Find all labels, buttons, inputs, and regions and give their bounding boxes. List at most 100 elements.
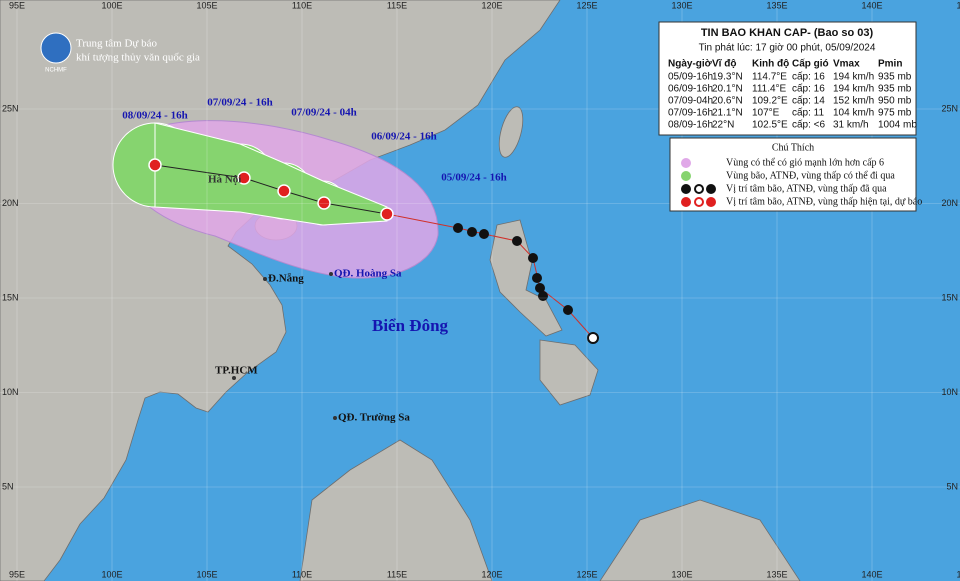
lon-label: 95E: [9, 569, 25, 579]
info-box: TIN BAO KHAN CAP- (Bao so 03) Tin phát l…: [658, 21, 917, 212]
legend-swatch: [694, 197, 704, 207]
legend-swatch: [706, 197, 716, 207]
cell: 06/09-16h: [668, 84, 713, 95]
cell: 107°E: [752, 108, 780, 119]
lat-label: 20N: [941, 198, 958, 208]
lon-label: 120E: [481, 569, 502, 579]
info-title: TIN BAO KHAN CAP- (Bao so 03): [701, 27, 874, 39]
cell: 114.7°E: [752, 72, 787, 83]
lon-label: 95E: [9, 0, 25, 10]
labels: 08/09/24 - 16h 07/09/24 - 16h 07/09/24 - 0…: [122, 97, 506, 424]
place-dot: [232, 376, 236, 380]
place-dot: [329, 272, 333, 276]
cell: cấp: <6: [792, 119, 826, 131]
past-center: [532, 273, 542, 283]
place-name: Biển Đông: [372, 316, 449, 335]
place-dot: [263, 277, 267, 281]
lon-label: 135E: [766, 0, 787, 10]
forecast-time: 07/09/24 - 04h: [291, 107, 356, 119]
cell: 935 mb: [878, 84, 912, 95]
lon-label: 125E: [576, 569, 597, 579]
past-center: [453, 223, 463, 233]
lon-label: 145E: [956, 0, 960, 10]
lat-label: 5N: [946, 481, 958, 491]
past-center: [563, 305, 573, 315]
place-name: Đ.Nẵng: [268, 273, 304, 285]
legend-item: Vị trí tâm bão, ATNĐ, vùng thấp hiện tại…: [726, 196, 922, 207]
forecast-center: [317, 196, 331, 210]
lat-label: 20N: [2, 198, 19, 208]
place-dot: [333, 416, 337, 420]
cell: cấp: 16: [792, 83, 825, 95]
cell: 20.1°N: [712, 84, 743, 95]
cell: 104 km/h: [833, 108, 874, 119]
lon-label: 130E: [671, 0, 692, 10]
cell: 152 km/h: [833, 96, 874, 107]
lon-label: 100E: [101, 569, 122, 579]
lon-label: 110E: [292, 569, 312, 579]
legend-swatch: [706, 184, 716, 194]
lon-label: 125E: [576, 0, 597, 10]
legend-swatch: [681, 197, 691, 207]
track-symbols: [148, 158, 599, 344]
place-name: QĐ. Trường Sa: [338, 412, 410, 424]
lat-label: 25N: [941, 103, 958, 113]
org-name: khí tượng thủy văn quốc gia: [76, 52, 200, 64]
issued: Tin phát lúc: 17 giờ 00 phút, 05/09/2024: [699, 43, 876, 54]
cell: cấp: 16: [792, 71, 825, 83]
lon-label: 110E: [292, 0, 312, 10]
lon-label: 115E: [387, 569, 407, 579]
past-center: [538, 291, 548, 301]
cell: 935 mb: [878, 72, 912, 83]
forecast-center: [148, 158, 162, 172]
place-name: QĐ. Hoàng Sa: [334, 268, 402, 280]
cell: 20.6°N: [712, 96, 743, 107]
lat-label: 25N: [2, 103, 19, 113]
lat-label: 15N: [941, 292, 958, 302]
legend-swatch: [694, 184, 704, 194]
lat-label: 15N: [2, 292, 19, 302]
cell: 21.1°N: [712, 108, 743, 119]
column-header: Pmin: [878, 59, 902, 70]
lon-label: 145E: [956, 569, 960, 579]
place-name: Hà Nội: [208, 174, 241, 186]
column-header: Ngày-giờ: [668, 59, 713, 70]
cell: 194 km/h: [833, 72, 874, 83]
past-center: [512, 236, 522, 246]
past-center: [535, 283, 545, 293]
lon-label: 140E: [861, 569, 882, 579]
legend-item: Vị trí tâm bão, ATNĐ, vùng thấp đã qua: [726, 183, 887, 194]
logo-text: NCHMF: [45, 68, 67, 74]
forecast-center: [380, 207, 394, 221]
cell: 111.4°E: [752, 84, 787, 95]
forecast-time: 07/09/24 - 16h: [207, 97, 272, 109]
forecast-time: 05/09/24 - 16h: [441, 172, 506, 184]
cell: 08/09-16h: [668, 120, 713, 131]
legend-swatch: [681, 158, 691, 168]
lon-label: 115E: [387, 0, 407, 10]
past-center: [528, 253, 538, 263]
cell: 07/09-04h: [668, 96, 713, 107]
legend-item: Vùng bão, ATNĐ, vùng thấp có thể đi qua: [726, 170, 895, 181]
lat-label: 5N: [2, 481, 14, 491]
forecast-center: [237, 171, 251, 185]
lon-label: 105E: [196, 569, 217, 579]
lon-label: 140E: [861, 0, 882, 10]
legend-swatch: [681, 171, 691, 181]
past-center: [479, 229, 489, 239]
lon-label: 130E: [671, 569, 692, 579]
logo: NCHMF Trung tâm Dự báo khí tượng thủy vă…: [40, 32, 200, 74]
cell: 19.3°N: [712, 72, 743, 83]
legend-item: Vùng có thể có gió mạnh lớn hơn cấp 6: [726, 157, 884, 168]
forecast-time: 06/09/24 - 16h: [371, 131, 436, 143]
lon-label: 135E: [766, 569, 787, 579]
past-center: [467, 227, 477, 237]
lon-label: 105E: [196, 0, 217, 10]
cell: 975 mb: [878, 108, 912, 119]
forecast-time: 08/09/24 - 16h: [122, 110, 187, 122]
cell: 102.5°E: [752, 120, 788, 131]
column-header: Cấp gió: [792, 58, 829, 70]
column-header: Kinh độ: [752, 59, 789, 70]
cell: 05/09-16h: [668, 72, 713, 83]
